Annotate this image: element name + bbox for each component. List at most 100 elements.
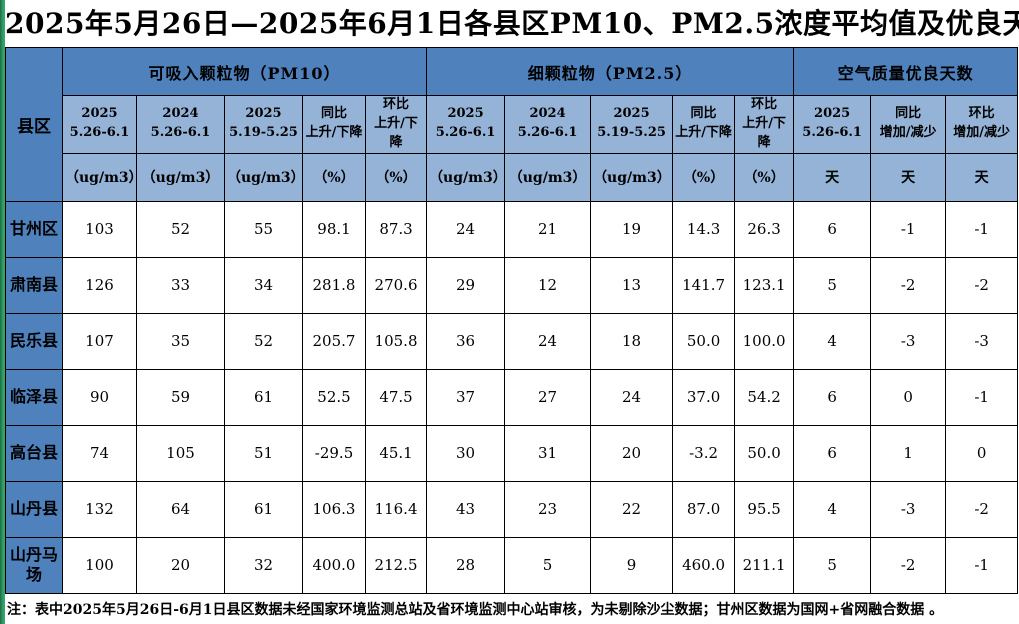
cell: 24 [504,312,592,370]
subcol-line1: 2025 [814,106,851,122]
row-header: 民乐县 [5,312,63,370]
cell: 1 [870,424,947,482]
cell: 34 [224,256,303,314]
cell: -3 [945,312,1019,370]
cell: 141.7 [672,256,736,314]
subcol-unit: （ug/m3） [62,152,137,202]
cell: 51 [224,424,303,482]
cell: 43 [426,480,506,538]
cell: -1 [945,368,1019,426]
group-header-pm10: 可吸入颗粒物（PM10） [61,47,428,96]
subcol-line1: 同比 [320,106,347,122]
cell: 126 [62,256,137,314]
cell: -1 [945,536,1019,594]
group-header-pm25: 细颗粒物（PM2.5） [426,47,795,96]
cell: -2 [945,480,1019,538]
table-row: 山丹马场 100 20 32 400.0 212.5 28 5 9 460.0 … [5,536,1019,594]
cell: 45.1 [364,424,428,482]
cell: 6 [793,368,872,426]
cell: 107 [62,312,137,370]
cell: 64 [136,480,225,538]
subcol-line1: 2025 [613,106,650,122]
subcol-header: 2024 5.26-6.1 [136,95,225,154]
cell: 5 [793,536,872,594]
subcol-unit: （ug/m3） [504,152,592,202]
cell: 37.0 [672,368,736,426]
subcol-line2: 5.26-6.1 [69,125,130,141]
cell: 270.6 [364,256,428,314]
cell: 98.1 [302,200,366,258]
cell: 132 [62,480,137,538]
cell: 36 [426,312,506,370]
subcol-header: 同比 上升/下降 [302,95,366,154]
table-row: 民乐县 107 35 52 205.7 105.8 36 24 18 50.0 … [5,312,1019,370]
subcol-header: 2025 5.26-6.1 [62,95,137,154]
page-title: 2025年5月26日—2025年6月1日各县区PM10、PM2.5浓度平均值及优… [5,0,1019,47]
subcol-line2: 5.26-6.1 [517,125,578,141]
cell: 55 [224,200,303,258]
left-edge-strip [0,0,5,624]
content-area: 2025年5月26日—2025年6月1日各县区PM10、PM2.5浓度平均值及优… [5,0,1019,624]
unit-row: （ug/m3） （ug/m3） （ug/m3） （%） （%） （ug/m3） … [6,152,1019,202]
cell: -2 [945,256,1019,314]
cell: 47.5 [364,368,428,426]
subcol-unit: （%） [734,152,795,202]
row-header: 肃南县 [5,256,63,314]
cell: -3 [870,312,947,370]
subcol-unit: （%） [302,152,366,202]
cell: 21 [504,200,592,258]
cell: 90 [62,368,137,426]
group-header-row: 县区 可吸入颗粒物（PM10） 细颗粒物（PM2.5） 空气质量优良天数 [5,47,1019,202]
cell: 54.2 [734,368,795,426]
cell: 103 [62,200,137,258]
table-row: 临泽县 90 59 61 52.5 47.5 37 27 24 37.0 54.… [5,368,1019,426]
cell: 22 [590,480,674,538]
cell: 14.3 [672,200,736,258]
cell: 50.0 [734,424,795,482]
table-row: 高台县 74 105 51 -29.5 45.1 30 31 20 -3.2 5… [5,424,1019,482]
subcol-header: 2025 5.19-5.25 [224,95,303,154]
cell: 5 [793,256,872,314]
cell: -2 [870,536,947,594]
cell: 24 [590,368,674,426]
subcol-line1: 环比 [968,106,995,122]
cell: 100.0 [734,312,795,370]
subcol-line1: 2025 [81,106,118,122]
cell: 31 [504,424,592,482]
cell: 0 [870,368,947,426]
subcol-header: 环比 上升/下降 [734,95,795,154]
subcol-line2: 5.19-5.25 [229,125,298,141]
cell: 50.0 [672,312,736,370]
subcol-line1: 同比 [895,106,922,122]
table-row: 山丹县 132 64 61 106.3 116.4 43 23 22 87.0 … [5,480,1019,538]
subcol-unit: 天 [945,152,1019,202]
cell: 87.3 [364,200,428,258]
subcol-unit: （ug/m3） [426,152,506,202]
cell: 105 [136,424,225,482]
cell: 6 [793,200,872,258]
cell: 4 [793,312,872,370]
cell: 116.4 [364,480,428,538]
subcol-unit: （ug/m3） [136,152,225,202]
cell: 37 [426,368,506,426]
cell: 52.5 [302,368,366,426]
cell: -3 [870,480,947,538]
subcol-line2: 上升/下降 [675,125,732,141]
subcol-line1: 2025 [245,106,282,122]
subcol-header: 同比 上升/下降 [672,95,736,154]
cell: 6 [793,424,872,482]
cell: 27 [504,368,592,426]
cell: 123.1 [734,256,795,314]
subcol-line1: 2024 [529,106,566,122]
cell: 32 [224,536,303,594]
cell: -1 [870,200,947,258]
cell: 95.5 [734,480,795,538]
cell: 5 [504,536,592,594]
row-header: 临泽县 [5,368,63,426]
cell: 9 [590,536,674,594]
air-quality-table: 县区 可吸入颗粒物（PM10） 细颗粒物（PM2.5） 空气质量优良天数 202… [5,47,1019,594]
cell: -29.5 [302,424,366,482]
cell: 105.8 [364,312,428,370]
cell: 74 [62,424,137,482]
